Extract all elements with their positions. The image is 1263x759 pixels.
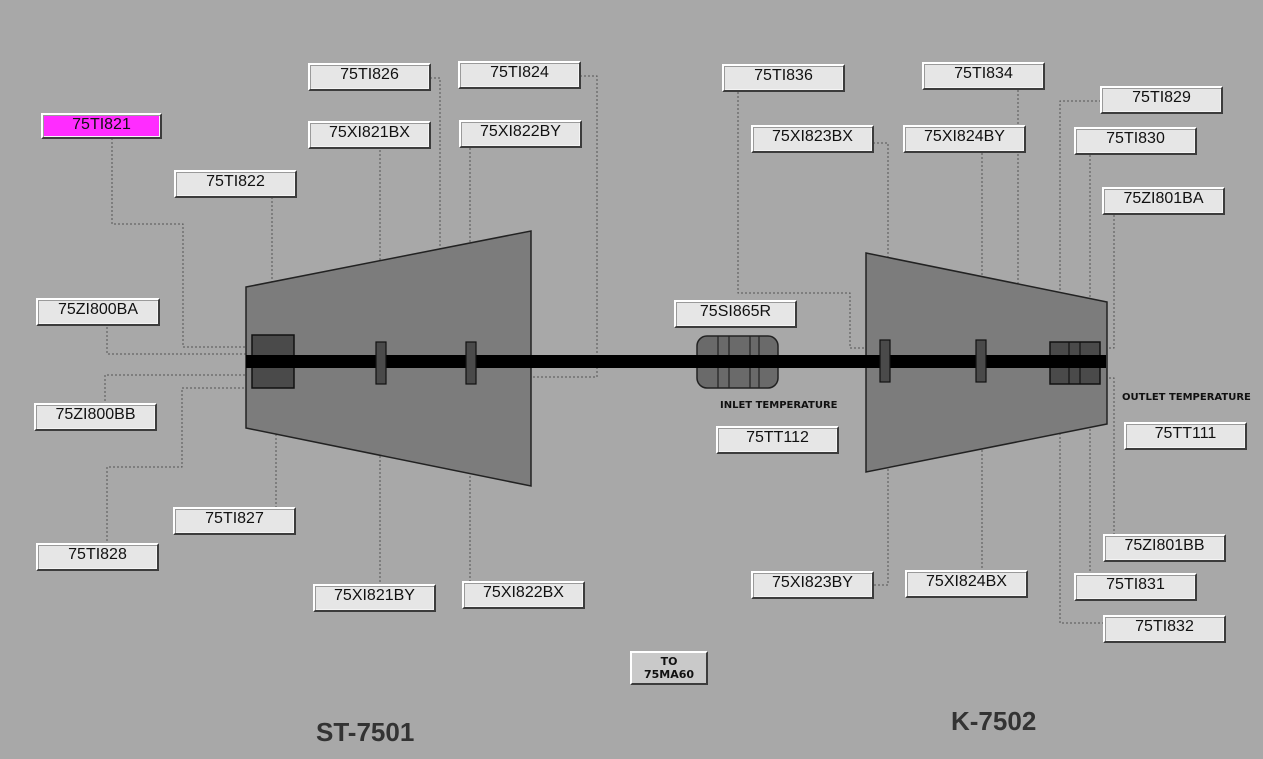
leader-ti836 — [737, 92, 882, 349]
tag-75zi801ba[interactable]: 75ZI801BA — [1102, 187, 1225, 215]
leader-xi823bx — [873, 142, 889, 340]
bearing-xi824 — [975, 339, 987, 383]
tag-75xi821bx[interactable]: 75XI821BX — [308, 121, 431, 149]
leader-ti826 — [387, 77, 441, 378]
goto-75ma60-line2: 75MA60 — [643, 668, 695, 681]
shaft — [246, 355, 1106, 368]
leader-zi800bb — [104, 374, 250, 405]
turbine-label: ST-7501 — [316, 717, 415, 747]
leader-ti832 — [1059, 382, 1104, 624]
tag-75ti832[interactable]: 75TI832 — [1103, 615, 1226, 643]
leader-ti821 — [111, 138, 250, 348]
tag-75ti828[interactable]: 75TI828 — [36, 543, 159, 571]
tag-75ti826[interactable]: 75TI826 — [308, 63, 431, 91]
tag-75ti834[interactable]: 75TI834 — [922, 62, 1045, 90]
bearing-xi822 — [465, 341, 477, 385]
tag-75ti822[interactable]: 75TI822 — [174, 170, 297, 198]
tag-75ti821[interactable]: 75TI821 — [41, 113, 162, 139]
tag-75xi822by[interactable]: 75XI822BY — [459, 120, 582, 148]
tag-75tt111[interactable]: 75TT111 — [1124, 422, 1247, 450]
compressor-label: K-7502 — [951, 706, 1037, 736]
goto-75ma60-button[interactable]: TO 75MA60 — [630, 651, 708, 685]
bearing-xi823 — [879, 339, 891, 383]
leader-ti829 — [1059, 100, 1101, 345]
tag-75xi822bx[interactable]: 75XI822BX — [462, 581, 585, 609]
tag-75ti829[interactable]: 75TI829 — [1100, 86, 1223, 114]
goto-75ma60-line1: TO — [660, 655, 678, 668]
tag-75ti830[interactable]: 75TI830 — [1074, 127, 1197, 155]
tag-75xi824by[interactable]: 75XI824BY — [903, 125, 1026, 153]
tag-75zi800ba[interactable]: 75ZI800BA — [36, 298, 160, 326]
leader-zi801ba — [1105, 215, 1115, 349]
tag-75tt112[interactable]: 75TT112 — [716, 426, 839, 454]
tag-75ti824[interactable]: 75TI824 — [458, 61, 581, 89]
tag-75ti836[interactable]: 75TI836 — [722, 64, 845, 92]
outlet-temperature-label: OUTLET TEMPERATURE — [1122, 392, 1251, 403]
tag-75xi824bx[interactable]: 75XI824BX — [905, 570, 1028, 598]
tag-75si865r[interactable]: 75SI865R — [674, 300, 797, 328]
tag-75xi821by[interactable]: 75XI821BY — [313, 584, 436, 612]
bearing-xi821 — [375, 341, 387, 385]
tag-75xi823bx[interactable]: 75XI823BX — [751, 125, 874, 153]
tag-75zi800bb[interactable]: 75ZI800BB — [34, 403, 157, 431]
inlet-temperature-label: INLET TEMPERATURE — [720, 400, 838, 411]
tag-75xi823by[interactable]: 75XI823BY — [751, 571, 874, 599]
leader-zi800ba — [106, 323, 250, 355]
tag-75zi801bb[interactable]: 75ZI801BB — [1103, 534, 1226, 562]
tag-75ti831[interactable]: 75TI831 — [1074, 573, 1197, 601]
leader-ti828 — [106, 387, 250, 545]
tag-75ti827[interactable]: 75TI827 — [173, 507, 296, 535]
leader-ti824 — [477, 75, 598, 378]
